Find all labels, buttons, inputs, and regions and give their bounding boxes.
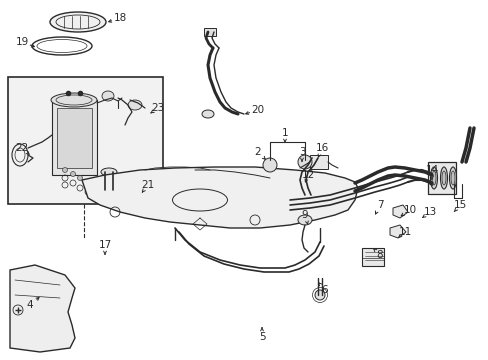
Bar [57,108,92,168]
Text: 5: 5 [258,332,265,342]
Text: 14: 14 [425,165,438,175]
Ellipse shape [102,91,114,101]
Text: 2: 2 [254,147,261,157]
Text: 10: 10 [403,205,416,215]
Text: 17: 17 [98,240,111,250]
Ellipse shape [50,12,106,32]
Bar [309,155,327,169]
Polygon shape [389,225,405,238]
Polygon shape [10,265,75,352]
Ellipse shape [297,215,311,225]
Text: 22: 22 [15,143,29,153]
Text: 4: 4 [27,300,33,310]
Text: 23: 23 [151,103,164,113]
Circle shape [314,290,325,300]
Text: 11: 11 [398,227,411,237]
Bar [8,77,163,204]
Text: 8: 8 [376,250,383,260]
Ellipse shape [101,168,117,176]
Ellipse shape [101,186,117,194]
Ellipse shape [450,171,454,185]
Bar [203,28,216,36]
Text: 3: 3 [298,147,305,157]
Text: 9: 9 [301,210,307,220]
Text: 1: 1 [281,128,288,138]
Polygon shape [82,167,357,228]
Ellipse shape [128,100,142,110]
Ellipse shape [103,193,115,199]
Ellipse shape [51,93,97,107]
Circle shape [297,155,311,169]
Ellipse shape [429,167,437,189]
Text: 7: 7 [376,200,383,210]
Polygon shape [392,205,407,218]
Text: 21: 21 [141,180,154,190]
Text: 18: 18 [113,13,126,23]
Bar [52,100,97,175]
Circle shape [70,171,75,176]
Bar [361,248,383,266]
Circle shape [263,158,276,172]
Text: 20: 20 [251,105,264,115]
Text: 15: 15 [452,200,466,210]
Text: 12: 12 [301,170,314,180]
Circle shape [62,167,67,172]
Text: 16: 16 [315,143,328,153]
Text: 6: 6 [321,285,327,295]
Ellipse shape [202,110,214,118]
Ellipse shape [448,167,456,189]
Ellipse shape [431,171,435,185]
Bar [427,162,455,194]
Ellipse shape [441,171,445,185]
Circle shape [77,176,82,180]
Ellipse shape [440,167,447,189]
Text: 19: 19 [15,37,29,47]
Text: 13: 13 [423,207,436,217]
